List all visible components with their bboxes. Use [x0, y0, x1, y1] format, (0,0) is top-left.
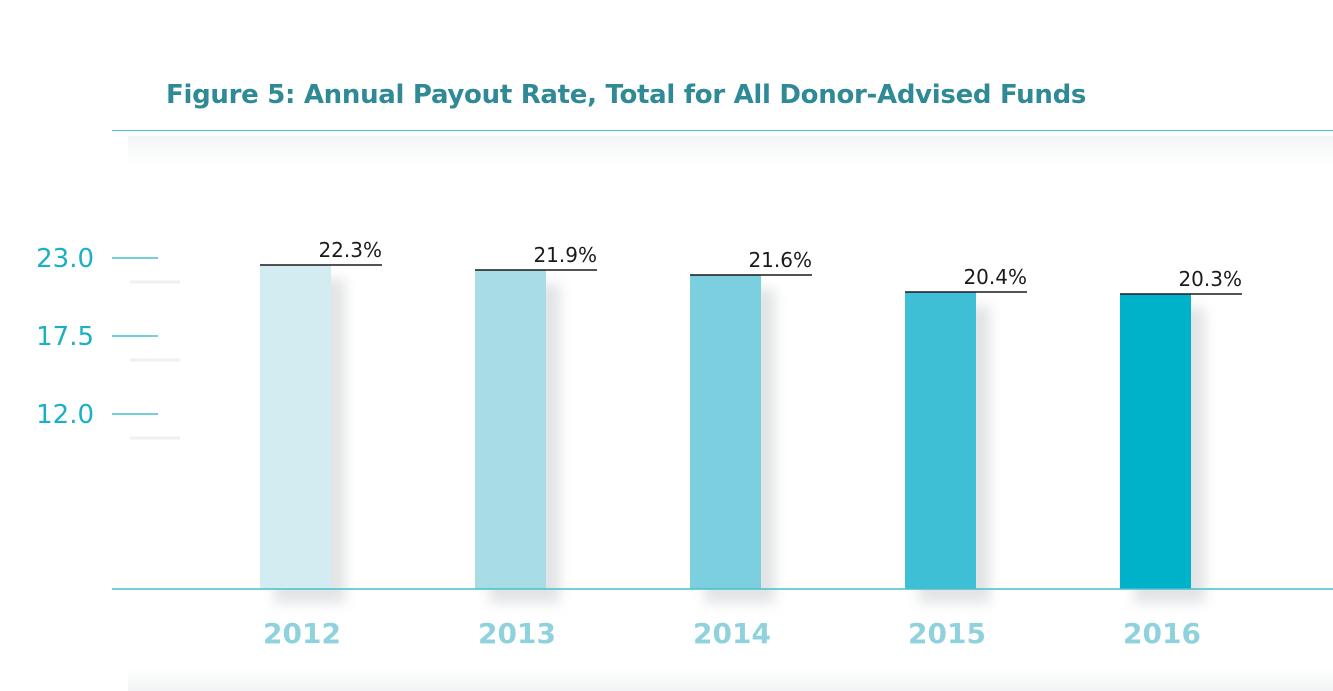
bars: 22.3% 21.9% 21.6% 20.4% 20.3% — [260, 238, 1242, 603]
data-label-2016: 20.3% — [1178, 267, 1242, 291]
data-label-2013: 21.9% — [533, 243, 597, 267]
y-tick-label: 12.0 — [36, 400, 94, 430]
bar-2013 — [475, 270, 546, 589]
x-tick-label-2016: 2016 — [1123, 617, 1201, 650]
bar-2012 — [260, 265, 331, 589]
y-tick-label: 23.0 — [36, 244, 94, 274]
bar-2014 — [690, 275, 761, 589]
x-tick-label-2015: 2015 — [908, 617, 986, 650]
y-tick-label: 17.5 — [36, 322, 94, 352]
x-tick-label-2012: 2012 — [263, 617, 341, 650]
title-divider — [112, 130, 1333, 131]
data-label-2012: 22.3% — [318, 238, 382, 262]
x-tick-label-2013: 2013 — [478, 617, 556, 650]
chart-title: Figure 5: Annual Payout Rate, Total for … — [166, 80, 1087, 110]
bar-2015 — [905, 292, 976, 589]
x-tick-label-2014: 2014 — [693, 617, 771, 650]
x-axis: 2012 2013 2014 2015 2016 — [263, 617, 1201, 650]
y-axis: 23.0 17.5 12.0 — [36, 244, 180, 440]
data-label-2015: 20.4% — [963, 265, 1027, 289]
bar-2016 — [1120, 294, 1191, 589]
data-label-2014: 21.6% — [748, 248, 812, 272]
